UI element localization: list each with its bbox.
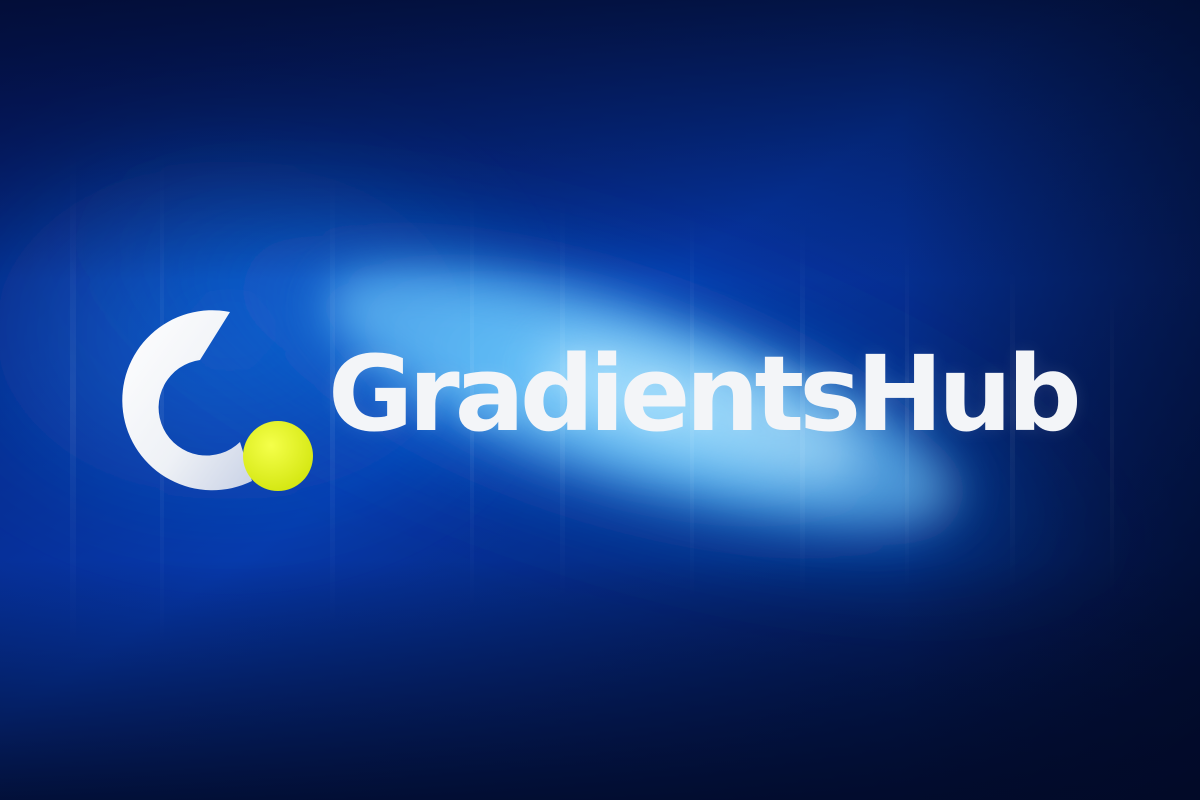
c-shape [122, 310, 253, 491]
brand-name: GradientsHub [328, 333, 1082, 455]
c-letter-with-dot-logo-icon [122, 310, 313, 491]
accent-dot [243, 421, 313, 491]
